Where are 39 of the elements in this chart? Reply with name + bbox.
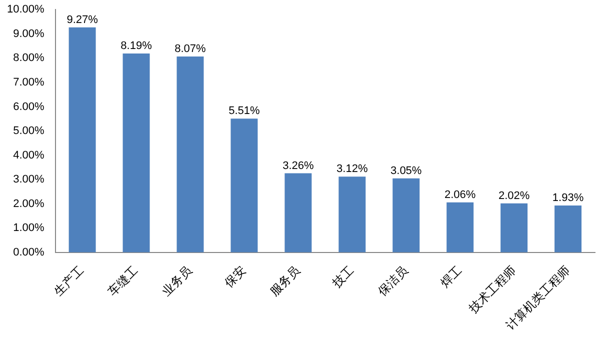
y-tick-label: 4.00% — [13, 149, 45, 162]
x-tick-label: 保洁员 — [375, 263, 411, 298]
x-tick-label: 保安 — [222, 263, 249, 290]
data-label: 8.07% — [174, 42, 206, 55]
data-label: 1.93% — [552, 192, 584, 204]
x-tick-label: 车缝工 — [105, 263, 141, 298]
data-label: 2.02% — [498, 190, 530, 202]
x-tick-label: 业务员 — [159, 263, 195, 298]
bar — [68, 27, 96, 252]
data-label: 3.26% — [282, 160, 314, 172]
y-tick-label: 0.00% — [13, 246, 45, 258]
y-tick-label: 9.00% — [13, 28, 45, 40]
y-tick-label: 5.00% — [13, 125, 45, 138]
x-tick-label: 服务员 — [267, 263, 303, 298]
bar — [446, 202, 474, 252]
x-tick-label: 焊工 — [438, 263, 465, 290]
y-tick-label: 10.00% — [6, 4, 45, 16]
bar — [500, 203, 528, 252]
bar — [284, 173, 312, 252]
data-label: 2.06% — [444, 188, 476, 201]
bar — [230, 118, 258, 252]
data-label: 8.19% — [120, 40, 152, 52]
bar — [392, 178, 420, 252]
data-label: 5.51% — [228, 105, 260, 118]
data-label: 9.27% — [66, 14, 98, 26]
data-label: 3.12% — [336, 163, 368, 176]
bar — [176, 56, 204, 252]
y-tick-label: 8.00% — [13, 52, 45, 64]
x-tick-label: 技工 — [329, 263, 357, 291]
y-tick-label: 6.00% — [13, 100, 45, 113]
x-tick-label: 生产工 — [51, 263, 87, 298]
bar — [338, 176, 366, 252]
bar — [122, 54, 150, 252]
y-tick-label: 7.00% — [13, 76, 45, 88]
y-tick-label: 1.00% — [13, 222, 45, 234]
data-label: 3.05% — [390, 164, 422, 177]
y-tick-label: 2.00% — [13, 198, 45, 210]
y-tick-label: 3.00% — [13, 174, 45, 186]
bar — [554, 206, 582, 252]
